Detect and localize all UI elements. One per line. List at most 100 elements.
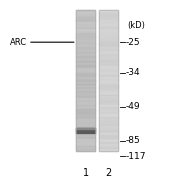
Bar	[99, 26, 118, 28]
Bar	[76, 73, 95, 75]
Bar	[76, 19, 95, 21]
Bar	[76, 75, 95, 77]
Bar	[99, 45, 118, 47]
Bar	[99, 19, 118, 21]
Bar	[76, 56, 95, 58]
Bar	[99, 139, 118, 141]
Bar	[99, 123, 118, 125]
Text: (kD): (kD)	[127, 21, 145, 30]
Bar	[99, 43, 118, 45]
Bar	[99, 15, 118, 17]
Text: ARC: ARC	[10, 38, 27, 47]
Text: -117: -117	[125, 152, 146, 161]
Bar	[99, 63, 118, 65]
Bar	[99, 21, 118, 22]
Bar	[99, 70, 118, 72]
Bar	[76, 79, 95, 81]
Bar	[76, 123, 95, 125]
Bar	[99, 110, 118, 112]
Bar	[76, 59, 95, 61]
Bar	[99, 14, 118, 15]
Bar	[76, 103, 95, 105]
Bar	[76, 105, 95, 107]
Bar	[99, 84, 118, 86]
Bar	[76, 80, 95, 82]
Text: -25: -25	[125, 38, 140, 47]
Bar	[76, 135, 95, 137]
Bar	[99, 146, 118, 148]
Bar	[76, 109, 95, 111]
Bar	[76, 52, 95, 54]
Bar	[76, 17, 95, 19]
Bar	[76, 96, 95, 98]
Bar	[76, 54, 95, 56]
Bar	[76, 128, 95, 133]
Bar	[99, 132, 118, 134]
Text: 1: 1	[82, 168, 89, 178]
Bar	[99, 56, 118, 58]
Bar	[76, 24, 95, 26]
Bar	[99, 12, 118, 14]
Bar	[99, 130, 118, 132]
Bar	[76, 121, 95, 123]
Bar	[99, 140, 118, 142]
Bar	[76, 61, 95, 63]
Bar	[76, 128, 95, 130]
Bar	[99, 147, 118, 149]
Bar	[99, 118, 118, 119]
Bar	[76, 82, 95, 84]
Bar	[99, 103, 118, 105]
Bar	[76, 28, 95, 30]
Bar	[76, 119, 95, 121]
Bar	[99, 144, 118, 146]
Bar	[76, 35, 95, 37]
Bar	[99, 125, 118, 127]
Bar	[99, 31, 118, 33]
Bar	[99, 91, 118, 93]
Bar	[76, 144, 95, 146]
Bar	[99, 87, 118, 89]
Bar	[76, 43, 95, 45]
Bar	[99, 89, 118, 91]
Bar	[76, 15, 95, 17]
Bar	[76, 133, 95, 135]
Bar	[76, 66, 95, 68]
Bar	[76, 98, 95, 100]
Bar	[76, 45, 95, 47]
Bar	[99, 105, 118, 107]
Bar	[76, 125, 95, 127]
Bar	[76, 36, 95, 38]
Bar	[76, 65, 95, 66]
Bar	[76, 89, 95, 91]
Bar	[76, 140, 95, 142]
Bar	[99, 128, 118, 130]
Text: -85: -85	[125, 136, 140, 145]
Bar	[99, 29, 118, 31]
Bar	[76, 116, 95, 118]
Bar	[99, 80, 118, 82]
Bar	[99, 102, 118, 104]
Bar	[99, 86, 118, 88]
Bar	[99, 66, 118, 68]
Bar	[76, 10, 95, 151]
Bar	[99, 93, 118, 95]
Bar	[76, 47, 95, 49]
Text: -34: -34	[125, 68, 140, 77]
Bar	[99, 42, 118, 44]
Bar	[76, 93, 95, 95]
Bar	[99, 28, 118, 30]
Bar	[76, 12, 95, 14]
Bar	[99, 100, 118, 102]
Bar	[99, 57, 118, 59]
Bar	[99, 22, 118, 24]
Bar	[76, 110, 95, 112]
Bar	[76, 102, 95, 104]
Bar	[99, 116, 118, 118]
Bar	[99, 126, 118, 128]
Bar	[99, 121, 118, 123]
Bar	[76, 86, 95, 88]
Bar	[76, 33, 95, 35]
Bar	[99, 52, 118, 54]
Bar	[76, 57, 95, 59]
Bar	[99, 54, 118, 56]
